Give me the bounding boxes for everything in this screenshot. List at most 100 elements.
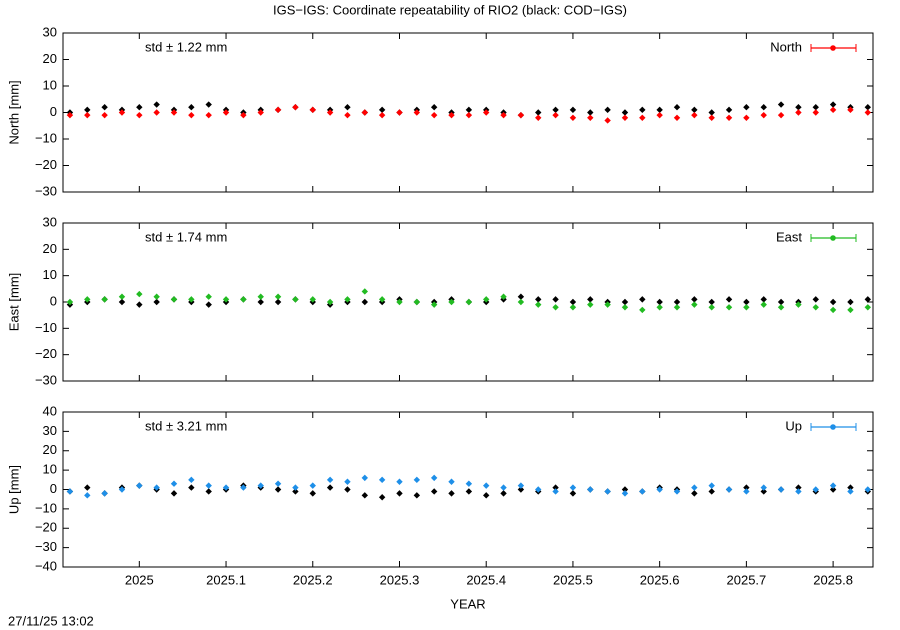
- data-point: [795, 484, 802, 491]
- data-point: [205, 111, 212, 119]
- data-point: [205, 101, 212, 108]
- data-point: [222, 484, 230, 491]
- data-point: [725, 296, 733, 303]
- data-point: [430, 474, 438, 482]
- y-tick-label: 30: [43, 214, 57, 229]
- data-point: [864, 304, 871, 311]
- data-point: [725, 114, 733, 121]
- data-point: [136, 111, 143, 119]
- legend-swatch: [830, 424, 836, 430]
- annotation: std ± 1.22 mm: [145, 39, 227, 54]
- data-point: [309, 296, 316, 303]
- data-point: [569, 490, 577, 497]
- data-point: [829, 306, 837, 314]
- x-tick-label: 2025.1: [206, 572, 246, 587]
- annotation: std ± 1.74 mm: [145, 229, 227, 244]
- data-point: [153, 484, 160, 491]
- data-point: [552, 484, 559, 491]
- data-point: [500, 111, 507, 119]
- data-point: [136, 482, 143, 489]
- data-point: [587, 109, 594, 116]
- y-axis-label: North [mm]: [6, 80, 21, 144]
- data-point: [170, 296, 178, 303]
- data-point: [656, 304, 663, 311]
- data-point: [396, 490, 403, 497]
- data-point: [465, 480, 473, 487]
- data-point: [708, 298, 715, 306]
- data-point: [188, 111, 195, 119]
- data-point: [777, 486, 785, 493]
- data-point: [777, 298, 785, 306]
- data-point: [413, 109, 421, 116]
- x-tick-label: 2025.3: [380, 572, 420, 587]
- data-point: [760, 104, 767, 111]
- data-point: [812, 104, 819, 111]
- data-point: [292, 104, 299, 111]
- y-tick-label: −20: [35, 157, 57, 172]
- data-point: [621, 486, 629, 493]
- data-point: [483, 482, 490, 489]
- data-point: [483, 296, 490, 303]
- data-point: [274, 293, 282, 300]
- data-point: [257, 482, 264, 489]
- data-point: [344, 478, 351, 485]
- data-point: [691, 490, 698, 497]
- data-point: [847, 298, 854, 306]
- data-point: [517, 482, 525, 489]
- data-point: [812, 109, 819, 116]
- data-point: [344, 111, 351, 119]
- data-point: [396, 109, 403, 116]
- x-axis-label: YEAR: [450, 596, 485, 611]
- data-point: [483, 109, 490, 116]
- data-point: [430, 301, 438, 308]
- data-point: [517, 298, 525, 306]
- data-point: [500, 490, 507, 497]
- data-point: [743, 484, 750, 491]
- y-tick-label: −10: [35, 320, 57, 335]
- data-point: [812, 296, 819, 303]
- data-point: [743, 114, 750, 121]
- data-point: [621, 114, 629, 121]
- legend-swatch: [830, 235, 836, 241]
- data-point: [188, 484, 195, 491]
- data-point: [656, 106, 663, 114]
- data-point: [361, 109, 368, 116]
- data-point: [812, 486, 819, 493]
- data-point: [743, 104, 750, 111]
- data-point: [84, 111, 91, 119]
- data-point: [725, 486, 733, 493]
- data-point: [396, 478, 403, 485]
- data-point: [569, 114, 577, 121]
- data-point: [326, 476, 334, 484]
- plot-frame: [62, 32, 874, 193]
- data-point: [136, 290, 143, 298]
- y-tick-label: −30: [35, 539, 57, 554]
- data-point: [604, 106, 611, 114]
- data-point: [656, 111, 663, 119]
- data-point: [222, 296, 230, 303]
- data-point: [760, 488, 767, 495]
- data-point: [101, 104, 108, 111]
- chart-title: IGS−IGS: Coordinate repeatability of RIO…: [273, 2, 627, 17]
- data-point: [326, 298, 334, 306]
- data-point: [639, 296, 646, 303]
- data-point: [483, 492, 490, 499]
- data-point: [292, 488, 299, 495]
- data-point: [413, 298, 421, 306]
- timestamp: 27/11/25 13:02: [8, 613, 94, 628]
- data-point: [639, 306, 646, 314]
- data-point: [535, 301, 542, 308]
- data-point: [829, 486, 837, 493]
- data-point: [656, 298, 663, 306]
- data-point: [257, 298, 264, 306]
- data-point: [604, 488, 611, 495]
- data-point: [708, 304, 715, 311]
- data-point: [621, 490, 629, 497]
- data-point: [361, 474, 368, 482]
- data-point: [84, 106, 91, 114]
- data-point: [795, 104, 802, 111]
- y-tick-label: 0: [50, 104, 57, 119]
- data-point: [292, 484, 299, 491]
- data-point: [569, 106, 577, 114]
